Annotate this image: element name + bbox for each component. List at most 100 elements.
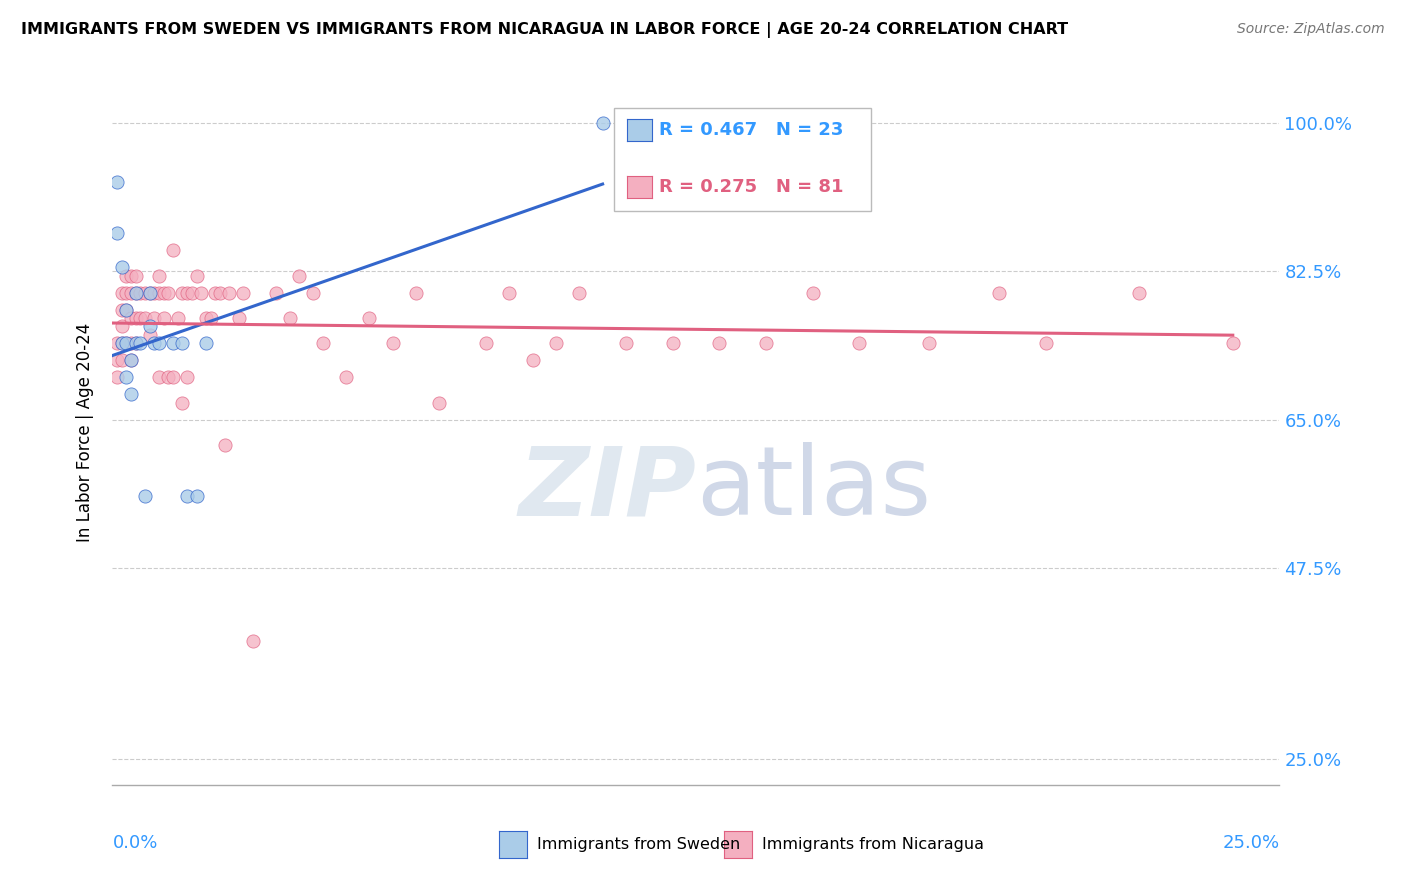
Point [264,285,287,300]
Point [568,285,591,300]
Point [115,302,138,317]
Point [1222,336,1244,351]
Point [848,336,870,351]
Point [105,226,128,240]
Point [172,336,194,351]
Point [157,285,180,300]
Point [204,285,226,300]
Point [194,311,217,326]
Point [143,285,166,300]
Point [120,268,142,283]
Point [134,489,156,503]
Point [120,353,142,368]
Point [111,319,134,334]
Point [111,336,134,351]
Text: 25.0%: 25.0% [1222,834,1279,852]
Point [186,268,208,283]
Point [176,489,198,503]
Point [302,285,325,300]
Text: IMMIGRANTS FROM SWEDEN VS IMMIGRANTS FROM NICARAGUA IN LABOR FORCE | AGE 20-24 C: IMMIGRANTS FROM SWEDEN VS IMMIGRANTS FRO… [21,22,1069,38]
Point [115,302,138,317]
Point [172,396,194,410]
Point [125,336,148,351]
Point [278,311,301,326]
Point [111,353,134,368]
Point [918,336,941,351]
Point [111,302,134,317]
Text: Source: ZipAtlas.com: Source: ZipAtlas.com [1237,22,1385,37]
Text: Immigrants from Nicaragua: Immigrants from Nicaragua [762,838,984,852]
Point [162,370,184,384]
Point [115,285,138,300]
Point [180,285,202,300]
Point [139,285,162,300]
Point [143,336,166,351]
Point [381,336,404,351]
Point [115,336,138,351]
Point [148,370,170,384]
Text: R = 0.275   N = 81: R = 0.275 N = 81 [659,178,844,196]
Point [162,336,184,351]
Point [125,311,148,326]
Point [544,336,567,351]
Point [218,285,240,300]
Point [134,285,156,300]
Point [120,353,142,368]
Point [335,370,357,384]
Point [228,311,250,326]
Point [166,311,188,326]
Text: ZIP: ZIP [517,442,696,535]
Point [105,353,128,368]
Point [129,336,152,351]
Text: 0.0%: 0.0% [112,834,157,852]
Point [125,285,148,300]
Point [614,336,637,351]
Point [709,336,731,351]
Text: Immigrants from Sweden: Immigrants from Sweden [537,838,741,852]
Point [232,285,254,300]
Point [172,285,194,300]
Point [162,243,184,257]
Point [148,268,170,283]
Point [176,285,198,300]
FancyBboxPatch shape [614,109,872,211]
Text: atlas: atlas [696,442,931,535]
Point [120,285,142,300]
Point [214,438,236,452]
Point [139,319,162,334]
Point [522,353,544,368]
Point [1035,336,1057,351]
Point [105,336,128,351]
Point [200,311,222,326]
Point [134,311,156,326]
Point [153,285,176,300]
Point [157,370,180,384]
Point [208,285,231,300]
Point [427,396,450,410]
Point [592,116,614,130]
Point [190,285,212,300]
Point [125,268,148,283]
Point [120,311,142,326]
Point [115,370,138,384]
Point [139,328,162,343]
Point [988,285,1011,300]
Point [755,336,778,351]
Point [115,336,138,351]
Point [111,285,134,300]
Point [115,268,138,283]
Point [120,387,142,401]
Point [242,633,264,648]
Point [143,311,166,326]
Point [139,285,162,300]
Point [148,285,170,300]
Point [105,175,128,189]
Point [475,336,498,351]
Point [111,336,134,351]
Point [801,285,824,300]
Point [176,370,198,384]
Point [148,336,170,351]
Point [125,336,148,351]
Point [125,285,148,300]
Point [359,311,381,326]
